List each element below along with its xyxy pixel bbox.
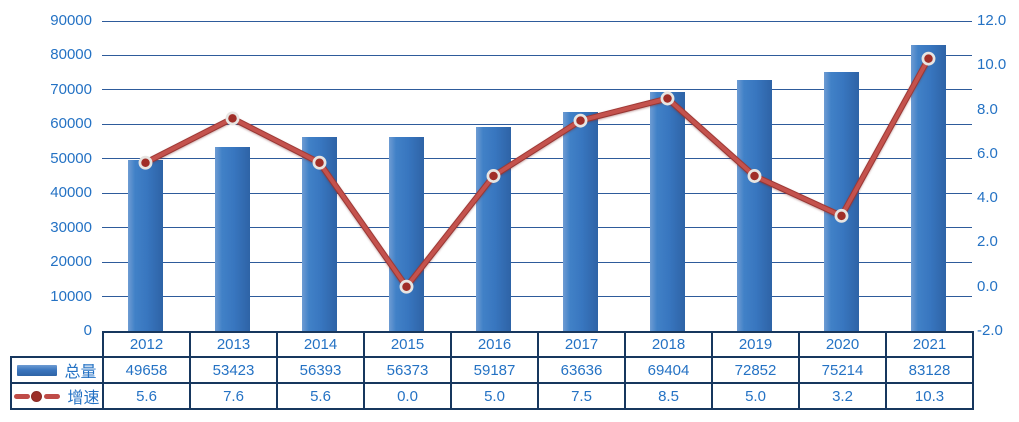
bar-2019 — [737, 80, 772, 331]
legend-growth-label: 增速 — [67, 390, 100, 407]
y-axis-left-tick: 80000 — [50, 46, 92, 64]
bar-2012 — [128, 159, 163, 331]
y-axis-right-tick: 10.0 — [977, 56, 1007, 74]
growth-cell: 5.0 — [450, 382, 539, 410]
growth-cell: 7.5 — [537, 382, 626, 410]
gridline — [102, 20, 972, 22]
gridline — [102, 330, 972, 332]
gridline — [102, 296, 972, 298]
bar-2020 — [824, 71, 859, 331]
y-axis-left-tick: 20000 — [50, 253, 92, 271]
bar-2013 — [215, 146, 250, 331]
y-axis-right-tick: 12.0 — [977, 12, 1007, 29]
growth-cell: 5.6 — [276, 382, 365, 410]
y-axis-right-tick: 2.0 — [977, 233, 998, 251]
year-cell: 2016 — [450, 331, 539, 358]
total-cell: 75214 — [798, 356, 887, 384]
bar-legend-icon — [17, 364, 58, 376]
year-cell: 2019 — [711, 331, 800, 358]
growth-cell: 10.3 — [885, 382, 974, 410]
y-axis-right-tick: 6.0 — [977, 144, 998, 162]
year-cell: 2018 — [624, 331, 713, 358]
legend-total-inner: 总量 — [13, 359, 101, 381]
legend-total-label: 总量 — [64, 364, 97, 381]
y-axis-left-tick: 50000 — [50, 149, 92, 167]
total-cell: 63636 — [537, 356, 626, 384]
growth-cell: 3.2 — [798, 382, 887, 410]
growth-cell: 5.6 — [102, 382, 191, 410]
data-table: 2012 2013 2014 2015 2016 2017 2018 2019 2020 2021… — [10, 331, 974, 410]
total-cell: 72852 — [711, 356, 800, 384]
line-legend-dash-right — [44, 393, 61, 399]
year-cell: 2020 — [798, 331, 887, 358]
year-cell: 2012 — [102, 331, 191, 358]
y-axis-left-tick: 0 — [83, 322, 92, 339]
y-axis-right-tick: -2.0 — [977, 322, 1003, 339]
year-cell: 2013 — [189, 331, 278, 358]
bar-2021 — [911, 44, 946, 331]
growth-line — [142, 55, 932, 290]
y-axis-left-tick: 90000 — [50, 12, 92, 29]
growth-cell: 5.0 — [711, 382, 800, 410]
y-axis-left-tick: 10000 — [50, 287, 92, 305]
line-legend-dash-left — [14, 393, 31, 399]
year-cell: 2017 — [537, 331, 626, 358]
line-marker-2013 — [225, 111, 240, 126]
growth-cell: 0.0 — [363, 382, 452, 410]
growth-line — [143, 56, 931, 289]
total-cell: 59187 — [450, 356, 539, 384]
year-cell: 2015 — [363, 331, 452, 358]
legend-growth: 增速 — [10, 382, 104, 410]
total-cell: 49658 — [102, 356, 191, 384]
y-axis-left-tick: 40000 — [50, 184, 92, 202]
bar-2014 — [302, 136, 337, 331]
line-legend-dot — [31, 390, 43, 402]
year-cell: 2014 — [276, 331, 365, 358]
total-cell: 53423 — [189, 356, 278, 384]
legend-spacer — [11, 332, 103, 357]
growth-cell: 7.6 — [189, 382, 278, 410]
legend-total: 总量 — [10, 356, 104, 384]
bar-2015 — [389, 136, 424, 331]
bar-2016 — [476, 127, 511, 331]
total-cell: 56373 — [363, 356, 452, 384]
total-cell: 83128 — [885, 356, 974, 384]
line-legend-icon — [14, 390, 61, 402]
year-cell: 2021 — [885, 331, 974, 358]
y-axis-left-tick: 60000 — [50, 115, 92, 133]
y-axis-left-tick: 30000 — [50, 218, 92, 236]
growth-cell: 8.5 — [624, 382, 713, 410]
total-cell: 69404 — [624, 356, 713, 384]
total-cell: 56393 — [276, 356, 365, 384]
y-axis-right-tick: 8.0 — [977, 100, 998, 118]
legend-growth-inner: 增速 — [13, 385, 101, 407]
y-axis-right-tick: 0.0 — [977, 277, 998, 295]
y-axis-left-tick: 70000 — [50, 80, 92, 98]
y-axis-right-tick: 4.0 — [977, 189, 998, 207]
gridline — [102, 54, 972, 56]
bar-2018 — [650, 91, 685, 331]
bar-2017 — [563, 111, 598, 331]
